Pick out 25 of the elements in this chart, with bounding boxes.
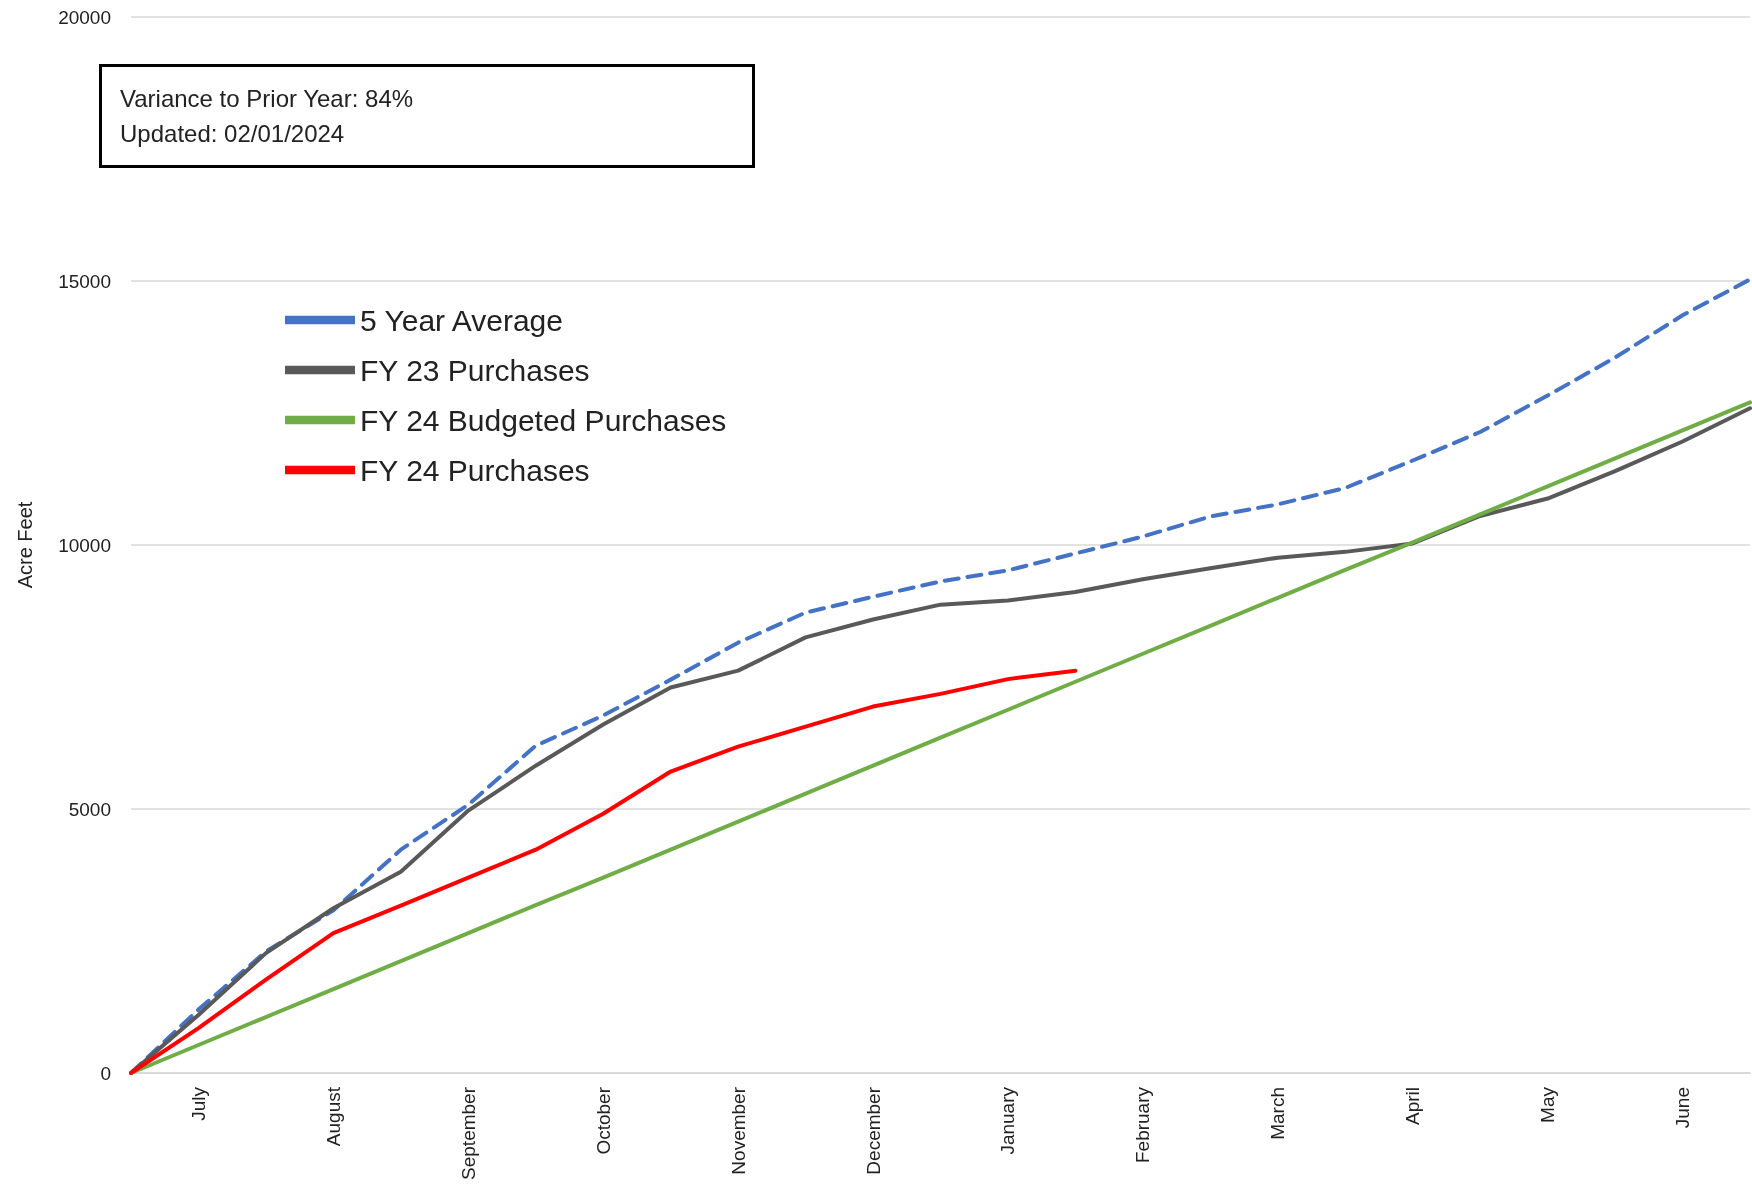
- legend-label: FY 24 Budgeted Purchases: [360, 403, 727, 437]
- y-tick-label: 10000: [58, 534, 111, 556]
- x-tick-label: May: [1537, 1086, 1559, 1123]
- x-tick-label: January: [997, 1086, 1019, 1155]
- x-tick-label: August: [322, 1086, 344, 1147]
- legend-label: FY 24 Purchases: [360, 453, 590, 487]
- line-series: [129, 668, 1078, 1075]
- y-axis-title: Acre Feet: [14, 501, 36, 589]
- x-tick-label: October: [592, 1086, 614, 1155]
- x-tick-label: July: [187, 1086, 209, 1121]
- y-tick-label: 5000: [68, 798, 111, 820]
- x-tick-label: June: [1672, 1087, 1694, 1129]
- x-tick-label: November: [727, 1086, 749, 1175]
- annotation: Updated: 02/01/2024: [120, 120, 345, 147]
- x-tick-label: February: [1132, 1086, 1154, 1164]
- legend-label: FY 23 Purchases: [360, 353, 590, 387]
- y-tick-label: 15000: [58, 270, 111, 292]
- legend-label: 5 Year Average: [360, 303, 563, 337]
- x-tick-label: December: [862, 1086, 884, 1175]
- y-tick-label: 20000: [58, 6, 111, 28]
- y-tick-label: 0: [100, 1062, 111, 1084]
- x-tick-label: September: [457, 1086, 479, 1180]
- annotation: Variance to Prior Year: 84%: [120, 85, 414, 112]
- x-tick-label: April: [1402, 1087, 1424, 1126]
- x-tick-label: March: [1267, 1087, 1289, 1140]
